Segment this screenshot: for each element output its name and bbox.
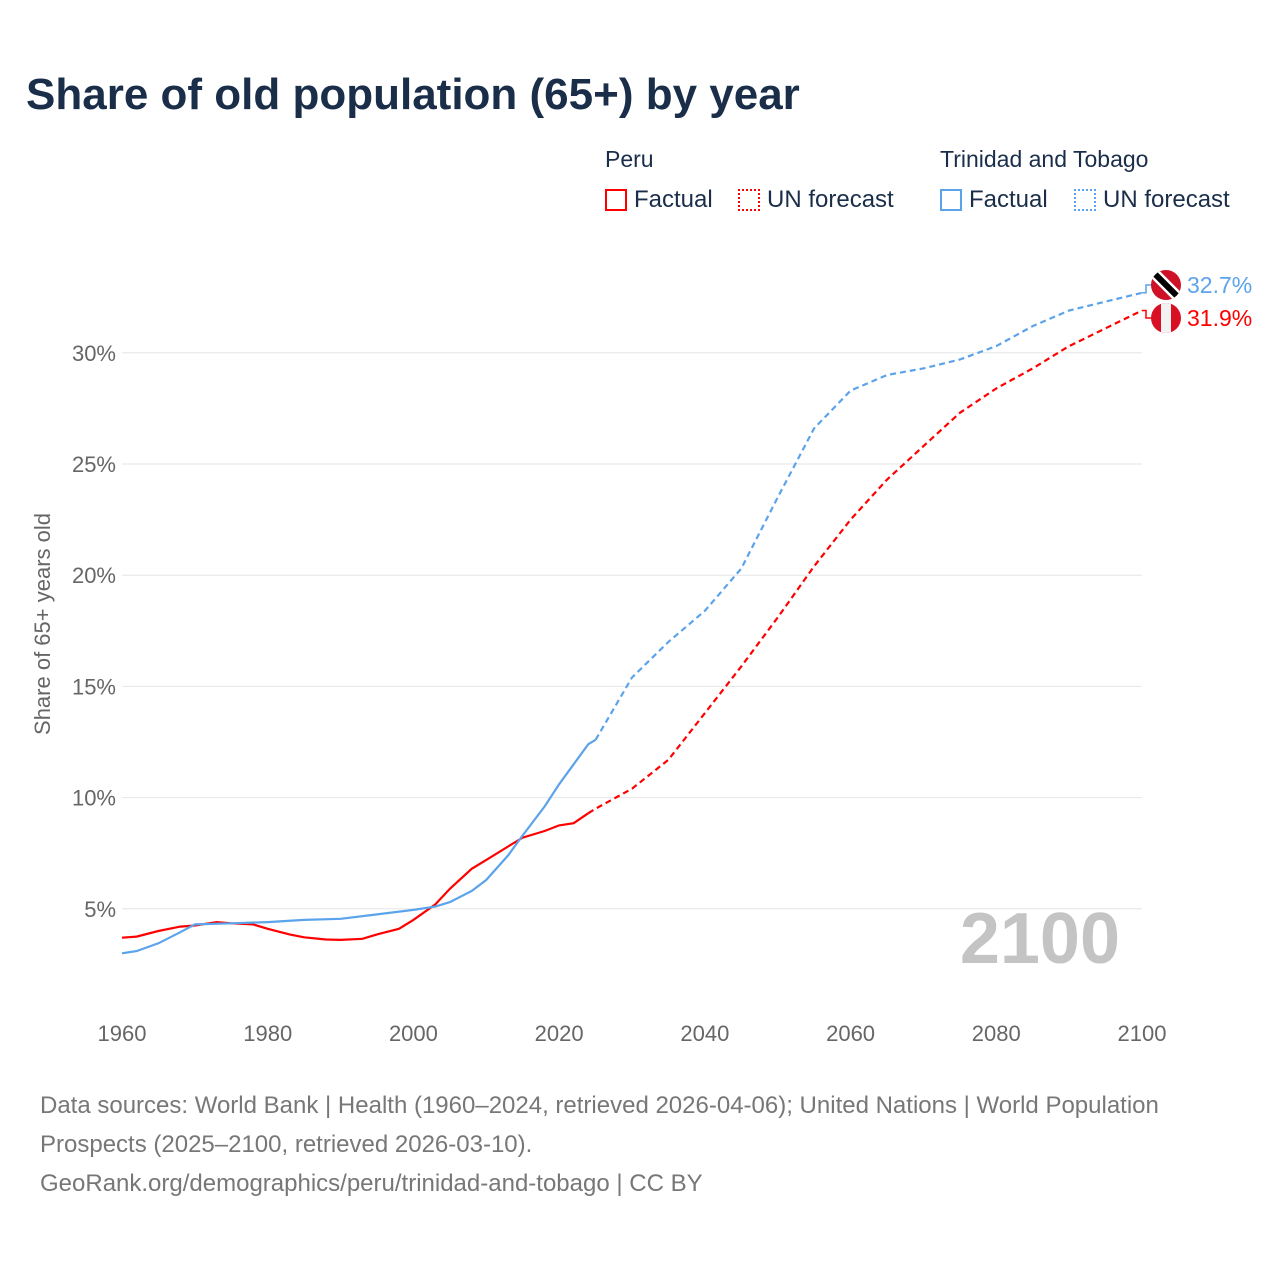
y-tick-label: 25% — [72, 452, 116, 477]
year-watermark: 2100 — [960, 899, 1120, 979]
legend-peru-forecast[interactable]: UN forecast — [738, 186, 894, 214]
x-tick-label: 2060 — [826, 1021, 875, 1046]
dotted-swatch-icon — [738, 189, 760, 211]
trinidad-flag-icon — [1151, 270, 1181, 300]
y-tick-label: 20% — [72, 563, 116, 588]
x-tick-label: 2020 — [535, 1021, 584, 1046]
legend-tt-factual[interactable]: Factual — [940, 186, 1048, 214]
legend-tt-heading: Trinidad and Tobago — [940, 146, 1149, 172]
x-tick-label: 2000 — [389, 1021, 438, 1046]
end-value-label: 32.7% — [1187, 272, 1252, 298]
label-connector — [1142, 284, 1152, 294]
label-connector — [1142, 309, 1152, 319]
y-tick-label: 5% — [84, 897, 116, 922]
series-line-factual — [121, 812, 589, 942]
legend-label: Factual — [634, 186, 713, 213]
series-line-forecast — [587, 309, 1143, 815]
series-line-forecast — [594, 291, 1143, 741]
dotted-swatch-icon — [1074, 189, 1096, 211]
source-link[interactable]: GeoRank.org/demographics/peru/trinidad-a… — [40, 1170, 703, 1197]
x-tick-label: 1980 — [243, 1021, 292, 1046]
source-note: Data sources: World Bank | Health (1960–… — [40, 1086, 1190, 1203]
x-tick-label: 1960 — [98, 1021, 147, 1046]
x-tick-label: 2040 — [680, 1021, 729, 1046]
legend-peru-factual[interactable]: Factual — [605, 186, 713, 214]
chart-title: Share of old population (65+) by year — [26, 70, 800, 119]
y-tick-label: 15% — [72, 674, 116, 699]
legend-peru-heading: Peru — [605, 146, 654, 172]
x-tick-label: 2080 — [972, 1021, 1021, 1046]
y-tick-label: 10% — [72, 786, 116, 811]
peru-flag-icon — [1151, 303, 1181, 333]
y-axis-label: Share of 65+ years old — [30, 513, 55, 735]
series-line-factual — [121, 738, 597, 955]
x-tick-label: 2100 — [1118, 1021, 1167, 1046]
legend-label: Factual — [969, 186, 1048, 213]
legend-tt-forecast[interactable]: UN forecast — [1074, 186, 1230, 214]
legend-label: UN forecast — [767, 186, 894, 213]
solid-swatch-icon — [940, 189, 962, 211]
legend-label: UN forecast — [1103, 186, 1230, 213]
end-value-label: 31.9% — [1187, 305, 1252, 331]
y-tick-label: 30% — [72, 341, 116, 366]
source-line: Data sources: World Bank | Health (1960–… — [40, 1092, 1159, 1158]
solid-swatch-icon — [605, 189, 627, 211]
